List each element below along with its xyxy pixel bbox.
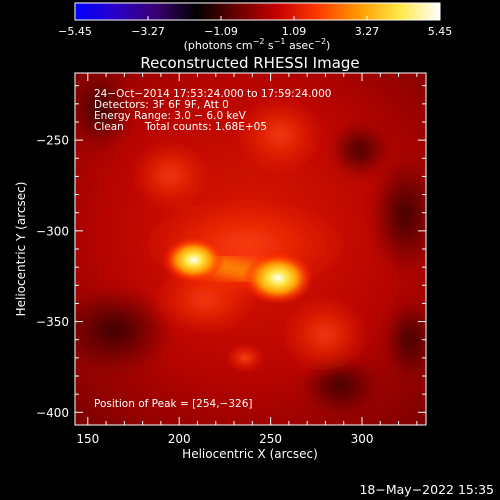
colorbar-ticks: −5.45 −3.27 −1.09 1.09 3.27 5.45 bbox=[58, 16, 452, 38]
y-tick-label: −250 bbox=[36, 134, 69, 148]
x-tick-label: 150 bbox=[76, 432, 99, 446]
footer-date: 18−May−2022 15:35 bbox=[359, 482, 494, 497]
colorbar-tick-label: −1.09 bbox=[204, 25, 238, 38]
annotation-total-counts: Total counts: 1.68E+05 bbox=[144, 121, 267, 133]
colorbar-tick-label: −5.45 bbox=[58, 25, 92, 38]
x-tick-label: 200 bbox=[168, 432, 191, 446]
colorbar-tick-label: −3.27 bbox=[131, 25, 165, 38]
y-tick-label: −400 bbox=[36, 406, 69, 420]
annotation-time-range: 24−Oct−2014 17:53:24.000 to 17:59:24.000 bbox=[94, 88, 331, 100]
annotation-detectors: Detectors: 3F 6F 9F, Att 0 bbox=[94, 99, 229, 111]
image-annotations: 24−Oct−2014 17:53:24.000 to 17:59:24.000… bbox=[94, 88, 331, 410]
colorbar bbox=[74, 2, 441, 21]
y-axis-label: Heliocentric Y (arcsec) bbox=[14, 182, 28, 317]
colorbar-unit-label: (photons cm−2 s−1 asec−2) bbox=[184, 37, 331, 52]
emission-source bbox=[242, 251, 314, 305]
x-axis-label: Heliocentric X (arcsec) bbox=[182, 447, 318, 461]
emission-sources bbox=[162, 237, 314, 373]
heatmap-image bbox=[75, 73, 426, 425]
emission-source bbox=[162, 237, 225, 283]
colorbar-tick-label: 3.27 bbox=[355, 25, 380, 38]
emission-source bbox=[225, 343, 265, 373]
annotation-method: Clean bbox=[94, 121, 124, 133]
chart-title: Reconstructed RHESSI Image bbox=[140, 54, 359, 72]
annotation-peak-position: Position of Peak = [254,−326] bbox=[94, 398, 253, 410]
axis-ticks: 150 200 250 300 −250 −300 −350 −400 bbox=[36, 73, 426, 446]
colorbar-tick-label: 1.09 bbox=[282, 25, 307, 38]
y-tick-label: −300 bbox=[36, 224, 69, 238]
y-tick-label: −350 bbox=[36, 315, 69, 329]
annotation-energy-range: Energy Range: 3.0 − 6.0 keV bbox=[94, 110, 247, 122]
x-tick-label: 250 bbox=[259, 432, 282, 446]
x-tick-label: 300 bbox=[351, 432, 374, 446]
colorbar-tick-label: 5.45 bbox=[428, 25, 453, 38]
